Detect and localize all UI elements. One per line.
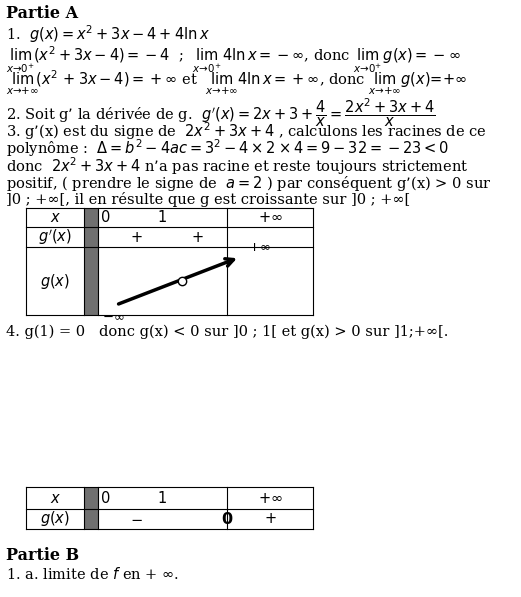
Text: $x$: $x$ [50, 210, 61, 226]
Text: 2. Soit g’ la dérivée de g.  $g'(x) = 2x + 3 + \dfrac{4}{x} = \dfrac{2x^2+3x+4}{: 2. Soit g’ la dérivée de g. $g'(x) = 2x … [6, 97, 435, 129]
Text: Partie A: Partie A [6, 5, 78, 22]
Text: 1.  $g(x) = x^2 + 3x - 4 + 4\ln x$: 1. $g(x) = x^2 + 3x - 4 + 4\ln x$ [6, 23, 209, 45]
Text: $g'(x)$: $g'(x)$ [39, 227, 72, 247]
Text: Partie B: Partie B [6, 547, 79, 564]
Text: $-\infty$: $-\infty$ [103, 310, 125, 323]
Text: positif, ( prendre le signe de  $a = 2$ ) par conséquent g’(x) > 0 sur: positif, ( prendre le signe de $a = 2$ )… [6, 174, 491, 193]
Bar [84, 208, 98, 315]
Text: 4. g(1) = 0   donc g(x) < 0 sur ]0 ; 1[ et g(x) > 0 sur ]1;+∞[.: 4. g(1) = 0 donc g(x) < 0 sur ]0 ; 1[ et… [6, 325, 448, 339]
Text: +: + [191, 230, 203, 245]
Bar [84, 487, 98, 529]
Text: $+\infty$: $+\infty$ [257, 210, 282, 226]
Text: 3. g’(x) est du signe de  $2x^2+3x+4$ , calculons les racines de ce: 3. g’(x) est du signe de $2x^2+3x+4$ , c… [6, 120, 486, 141]
Text: $x$: $x$ [50, 491, 61, 506]
Text: 1: 1 [158, 210, 167, 226]
Text: $\lim_{x \to 0^+}\!\left(x^2+3x-4\right) = -4$  ;  $\lim_{x \to 0^+} 4\ln x = -\: $\lim_{x \to 0^+}\!\left(x^2+3x-4\right)… [6, 44, 460, 75]
Text: donc  $2x^2+3x+4$ n’a pas racine et reste toujours strictement: donc $2x^2+3x+4$ n’a pas racine et reste… [6, 156, 468, 177]
Text: 1. a. limite de $f$ en + $\infty$.: 1. a. limite de $f$ en + $\infty$. [6, 566, 179, 581]
Text: +: + [130, 230, 143, 245]
Text: $\lim_{x \to +\infty}\!\left(x^2+3x-4\right) = +\infty$ et  $\lim_{x \to +\infty: $\lim_{x \to +\infty}\!\left(x^2+3x-4\ri… [6, 68, 466, 97]
Text: 1: 1 [158, 491, 167, 506]
Text: 0: 0 [101, 491, 110, 506]
Text: polynôme :  $\Delta = b^2-4ac = 3^2-4\times 2\times 4 = 9-32 = -23 < 0$: polynôme : $\Delta = b^2-4ac = 3^2-4\tim… [6, 138, 449, 159]
Text: $+\infty$: $+\infty$ [257, 491, 282, 506]
Text: $+\infty$: $+\infty$ [249, 241, 271, 254]
Text: $g(x)$: $g(x)$ [40, 509, 70, 528]
Text: ]0 ; +∞[, il en résulte que g est croissante sur ]0 ; +∞[: ]0 ; +∞[, il en résulte que g est croiss… [6, 192, 410, 207]
Text: $+$: $+$ [264, 512, 276, 527]
Text: 0: 0 [101, 210, 110, 226]
FancyArrowPatch shape [119, 259, 233, 304]
Text: $-$: $-$ [130, 512, 143, 527]
Text: $g(x)$: $g(x)$ [40, 272, 70, 291]
Text: $\mathbf{0}$: $\mathbf{0}$ [221, 511, 233, 527]
